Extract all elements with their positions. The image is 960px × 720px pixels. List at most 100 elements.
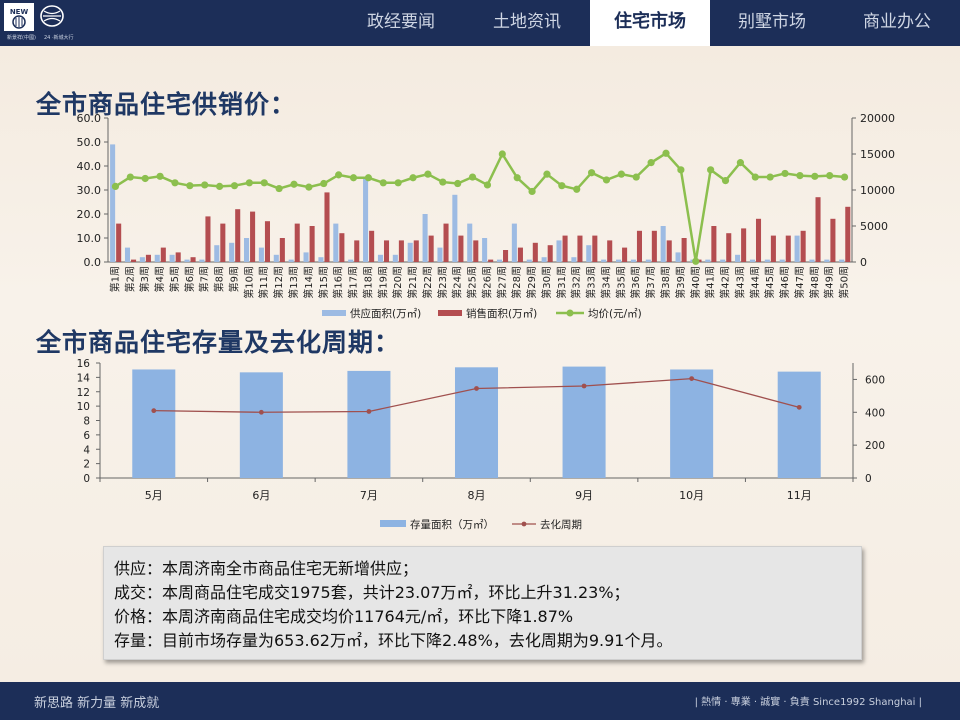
month-label: 5月: [145, 489, 163, 502]
avg-price-point: [186, 182, 194, 190]
cycle-point: [151, 408, 157, 414]
avg-price-point: [617, 170, 625, 178]
right-tick-label: 20000: [860, 112, 895, 125]
supply-bar: [482, 238, 488, 262]
sales-bar: [443, 223, 449, 262]
legend-supply-swatch: [322, 310, 346, 316]
supply-bar: [616, 259, 622, 262]
avg-price-point: [588, 169, 596, 177]
sales-bar: [815, 197, 821, 262]
week-label: 第17周: [347, 266, 360, 299]
legend-price-marker: [566, 309, 574, 317]
sales-bar: [309, 226, 315, 262]
sales-bar: [190, 257, 196, 262]
week-label: 第31周: [555, 266, 568, 299]
supply-bar: [244, 238, 250, 262]
summary-supply-line: 供应：本周济南全市商品住宅无新增供应；: [114, 559, 419, 578]
sales-bar: [741, 228, 747, 262]
avg-price-point: [409, 174, 417, 182]
supply-bar: [764, 259, 770, 262]
sales-bar: [116, 223, 122, 262]
week-label: 第45周: [763, 266, 776, 299]
tab-land-info[interactable]: 土地资讯: [493, 12, 561, 32]
week-label: 第39周: [674, 266, 687, 299]
legend-sales-swatch: [438, 310, 462, 316]
avg-price-point: [528, 187, 536, 196]
supply-bar: [720, 259, 726, 262]
avg-price-point: [840, 173, 849, 181]
week-label: 第12周: [272, 266, 285, 299]
supply-bar: [229, 242, 235, 262]
sales-bar: [160, 247, 166, 262]
sales-bar: [279, 238, 285, 262]
week-label: 第25周: [466, 266, 479, 299]
left-tick-label: 0.0: [84, 256, 102, 269]
week-label: 第50周: [838, 266, 851, 299]
summary-inventory-line: 存量：目前市场存量为653.62万㎡，环比下降2.48%，去化周期为9.91个月…: [114, 631, 673, 650]
left-tick-label: 12: [77, 387, 90, 399]
main-nav-tabs: 政经要闻 土地资讯 住宅市场 别墅市场 商业办公: [338, 0, 960, 46]
avg-price-point: [171, 179, 179, 187]
cycle-point: [366, 409, 372, 414]
sales-bar: [398, 240, 404, 262]
summary-price-line: 价格：本周济南商品住宅成交均价11764元/㎡，环比下降1.87%: [114, 607, 574, 626]
week-label: 第29周: [525, 266, 538, 299]
sales-bar: [666, 240, 672, 262]
sales-bar: [830, 218, 836, 262]
tab-commercial-office[interactable]: 商业办公: [863, 12, 931, 32]
logo-caption-left: 新景祥(中國): [7, 34, 36, 41]
supply-sales-price-chart: 0.0 10.0 20.0 30.0 40.0 50.0 60.0 0 5000 10000 150…: [77, 112, 896, 320]
left-tick-label: 16: [77, 358, 91, 370]
sales-bar: [413, 240, 419, 262]
right-tick-label: 200: [865, 440, 885, 452]
month-label: 11月: [787, 489, 812, 502]
supply-bar: [526, 259, 532, 262]
week-label: 第6周: [183, 266, 196, 292]
month-label: 10月: [679, 489, 704, 502]
sales-bar: [294, 223, 300, 262]
avg-price-point: [305, 183, 313, 191]
sales-bar: [770, 235, 776, 262]
supply-bar: [348, 259, 354, 262]
supply-bar: [154, 254, 160, 262]
inventory-bar: [132, 369, 176, 478]
week-label: 第33周: [585, 266, 598, 299]
tab-villa-market[interactable]: 别墅市场: [738, 12, 806, 32]
avg-price-point: [424, 170, 432, 178]
legend-inventory-label: 存量面积（万㎡）: [410, 518, 494, 531]
supply-bar: [511, 223, 517, 262]
avg-price-point: [468, 173, 477, 181]
tab-politics-economy[interactable]: 政经要闻: [367, 12, 435, 32]
right-tick-label: 600: [865, 374, 885, 386]
week-label: 第46周: [778, 266, 791, 299]
supply-bar: [645, 259, 651, 262]
right-tick-label: 5000: [860, 220, 888, 233]
sales-bar: [264, 221, 271, 262]
supply-bar: [809, 259, 815, 262]
supply-bar: [258, 247, 264, 262]
tab-residential-market[interactable]: 住宅市场: [590, 0, 710, 46]
week-label: 第13周: [287, 266, 300, 299]
sales-bar: [428, 235, 434, 262]
company-logo: NEW 新景祥(中國) 24 ·新城大行: [4, 3, 90, 43]
supply-bar: [303, 252, 309, 262]
supply-bar: [110, 144, 116, 262]
supply-bar: [541, 257, 547, 262]
supply-sales-price-title: 全市商品住宅供销价：: [36, 90, 297, 119]
right-tick-label: 0: [860, 256, 867, 269]
week-label: 第8周: [213, 266, 226, 292]
week-label: 第42周: [719, 266, 732, 299]
avg-price-point: [573, 185, 581, 193]
sales-bar: [175, 252, 181, 262]
avg-price-point: [454, 179, 462, 188]
supply-bar: [184, 259, 190, 262]
week-label: 第15周: [317, 266, 330, 299]
avg-price-point: [677, 166, 685, 174]
sales-bar: [607, 240, 613, 262]
sales-bar: [354, 240, 360, 262]
avg-price-point: [647, 159, 655, 167]
sales-bar: [532, 242, 538, 262]
sales-bar: [681, 238, 687, 262]
inventory-bar: [347, 370, 391, 478]
sales-bar: [220, 223, 226, 262]
